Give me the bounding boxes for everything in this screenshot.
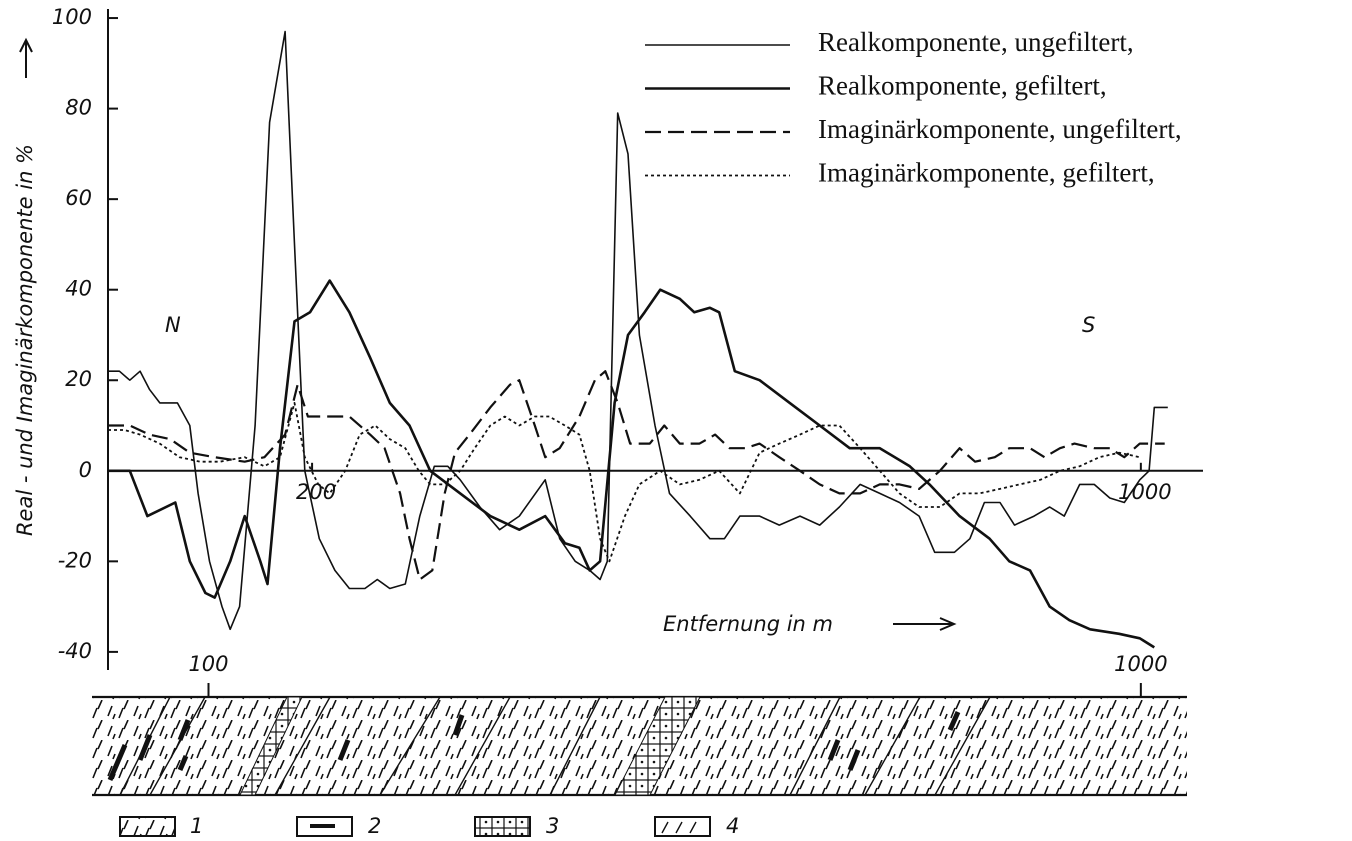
y-tick-label: 40 [65, 277, 92, 301]
series-line [108, 371, 1165, 579]
section-legend-label: 4 [726, 814, 739, 838]
x-tick-label: 100 [188, 652, 228, 676]
y-tick-label: 20 [65, 367, 92, 391]
geologic-section: 1 2 3 4 [92, 697, 1187, 838]
y-tick-label: -20 [58, 548, 92, 572]
section-legend-label: 2 [368, 814, 381, 838]
legend-label: Realkomponente, gefiltert, [818, 71, 1107, 101]
section-legend-label: 3 [546, 814, 559, 838]
chart: Real - und Imaginärkomponente in % Entfe… [0, 0, 1352, 841]
series-line [108, 403, 1140, 561]
x-tick-label: 1000 [1114, 652, 1167, 676]
y-axis-label: Real - und Imaginärkomponente in % [13, 144, 37, 536]
y-tick-label: -40 [58, 639, 92, 663]
y-tick-label: 60 [65, 186, 92, 210]
y-tick-label: 100 [52, 5, 92, 29]
annotation: S [1082, 313, 1095, 337]
legend-swatch [475, 817, 530, 836]
x-axis-arrow [893, 618, 954, 630]
legend-label: Imaginärkomponente, gefiltert, [818, 158, 1155, 188]
legend-label: Imaginärkomponente, ungefiltert, [818, 114, 1182, 144]
y-tick-label: 0 [79, 458, 92, 482]
legend-swatch [655, 817, 710, 836]
legend-swatch [120, 817, 175, 836]
legend-label: Realkomponente, ungefiltert, [818, 27, 1134, 57]
series-line [108, 281, 1154, 648]
x-axis-label: Entfernung in m [663, 612, 833, 636]
y-axis-arrow [20, 40, 32, 78]
annotation: N [165, 313, 181, 337]
section-legend-label: 1 [190, 814, 203, 838]
y-tick-label: 80 [65, 96, 92, 120]
